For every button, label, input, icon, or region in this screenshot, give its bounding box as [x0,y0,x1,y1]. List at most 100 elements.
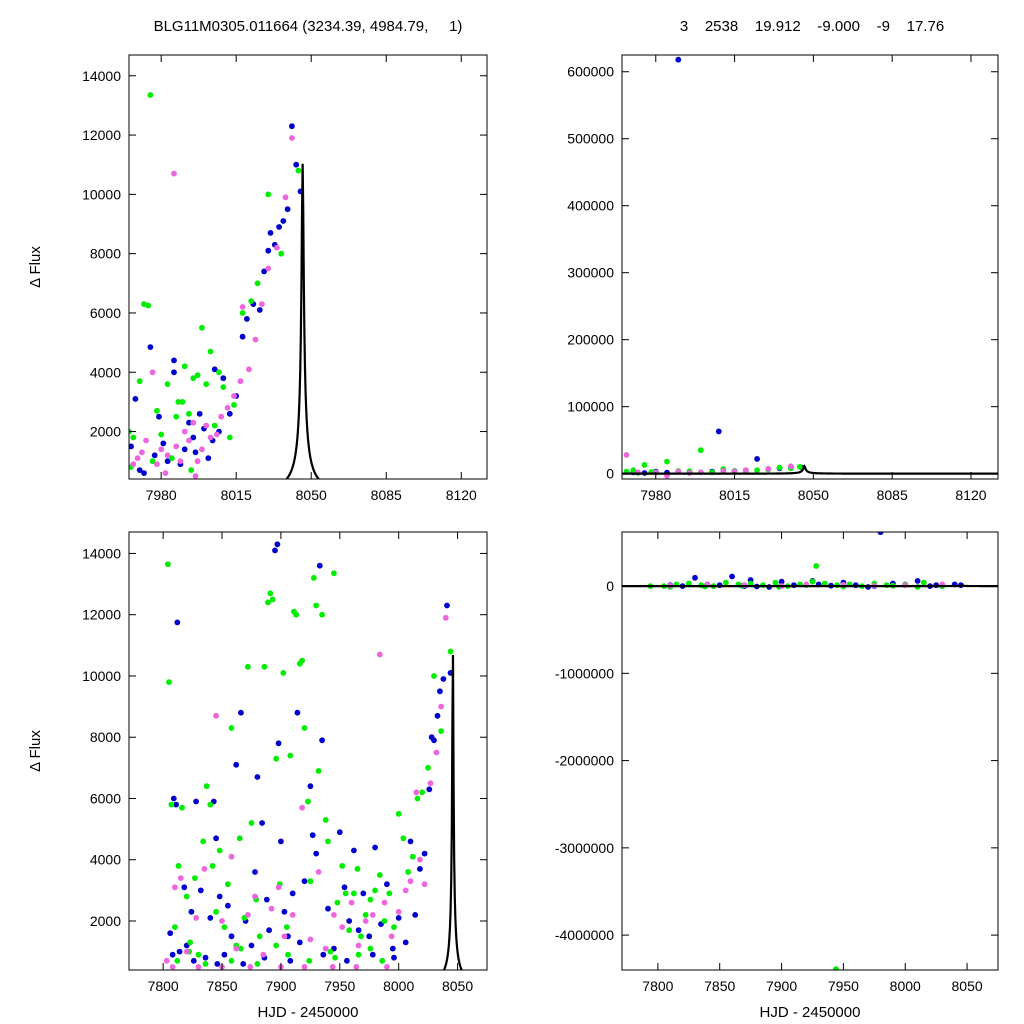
data-point-green [169,455,175,462]
data-point-green [293,611,300,618]
data-point-blue [914,578,921,584]
panel-top-left: 7980 8015 8050 8085 8120 2000 4000 6000 8000 1000… [27,54,488,503]
data-point-blue [132,396,139,402]
data-point-green [332,954,338,961]
data-point-green [226,434,233,441]
y-tick-label: 4000 [90,364,121,380]
data-point-magenta [301,964,308,970]
title-left: BLG11M0305.011664 (3234.39, 4984.79, 1) [154,18,463,35]
data-point-magenta [183,948,190,955]
data-point-green [833,966,839,970]
data-point-blue [278,838,284,845]
data-point-blue [296,939,303,946]
data-point-magenta [353,964,360,970]
data-point-magenta [194,458,201,465]
data-point-blue [267,230,274,236]
data-point-blue [421,850,428,857]
data-point-blue [289,123,295,130]
data-point-green [194,372,201,379]
data-point-green [311,575,317,581]
data-point-green [334,899,341,906]
data-point-green [231,402,237,408]
data-point-magenta [268,905,275,912]
data-point-magenta [442,614,449,621]
data-point-green [431,673,437,679]
data-point-magenta [213,712,220,719]
data-point-magenta [315,869,322,875]
data-point-blue [346,918,353,924]
data-point-blue [141,470,147,476]
data-point-green [327,948,334,955]
data-point-blue [289,890,296,897]
data-point-blue [319,737,325,744]
data-point-blue [240,961,247,967]
data-point-blue [877,532,884,536]
data-point-blue [366,933,373,940]
data-points [129,92,304,479]
data-point-blue [313,850,320,857]
data-point-green [342,890,349,897]
x-axis-label: HJD - 2450000 [760,1004,861,1021]
data-point-green [419,789,426,796]
data-point-blue [197,887,204,894]
x-tick-label: 8050 [798,487,829,503]
y-tick-label: 14000 [82,68,121,84]
data-point-blue [440,676,447,682]
data-point-blue [188,908,195,915]
data-point-blue [147,344,154,350]
data-point-magenta [162,470,169,476]
data-point-blue [160,440,167,447]
x-tick-label: 8015 [719,487,750,503]
data-point-green [354,866,361,872]
data-point-green [190,375,197,382]
data-point-green [203,783,210,790]
model-curve [622,583,998,588]
y-tick-label: 6000 [90,305,121,321]
data-point-magenta [224,404,231,411]
data-point-blue [151,452,158,459]
data-point-magenta [237,378,244,385]
data-point-blue [164,458,171,465]
y-tick-label: 600000 [567,64,614,80]
data-point-magenta [417,856,423,863]
data-point-green [379,957,386,964]
data-point-blue [263,896,270,903]
panel-bottom-left: 7800 7850 7900 7950 8000 8050 2000 4000 6000 8000… [27,531,488,1021]
y-tick-label: 500000 [567,131,614,147]
x-tick-label: 8000 [890,978,921,994]
data-point-blue [186,419,192,426]
data-point-magenta [274,244,280,251]
data-point-magenta [219,918,225,924]
data-point-magenta [259,301,265,307]
data-point-magenta [173,443,180,450]
data-point-green [175,863,182,869]
data-point-green [381,918,388,924]
data-point-green [273,755,280,762]
data-point-blue [266,927,272,934]
data-point-green [414,795,421,802]
data-point-green [254,961,261,967]
data-point-blue [181,884,188,891]
data-point-blue [431,737,437,744]
data-point-green [376,872,383,878]
data-point-blue [402,939,409,946]
data-point-green [797,464,803,470]
data-point-green [307,878,314,885]
data-point-magenta [158,446,165,453]
title-right: 3 2538 19.912 -9.000 -9 17.76 [680,18,944,35]
data-point-magenta [193,915,200,921]
data-point-green [355,951,362,958]
data-point-green [239,310,246,316]
data-point-green [245,663,251,670]
data-point-green [400,835,407,842]
data-point-blue [301,878,308,885]
data-point-magenta [207,434,214,441]
data-point-magenta [172,884,178,891]
x-axis-label: HJD - 2450000 [258,1004,359,1021]
data-point-green [158,431,165,438]
data-point-green [228,725,235,731]
data-point-blue [211,366,218,373]
y-tick-label: 300000 [567,265,614,281]
data-point-magenta [413,789,420,796]
